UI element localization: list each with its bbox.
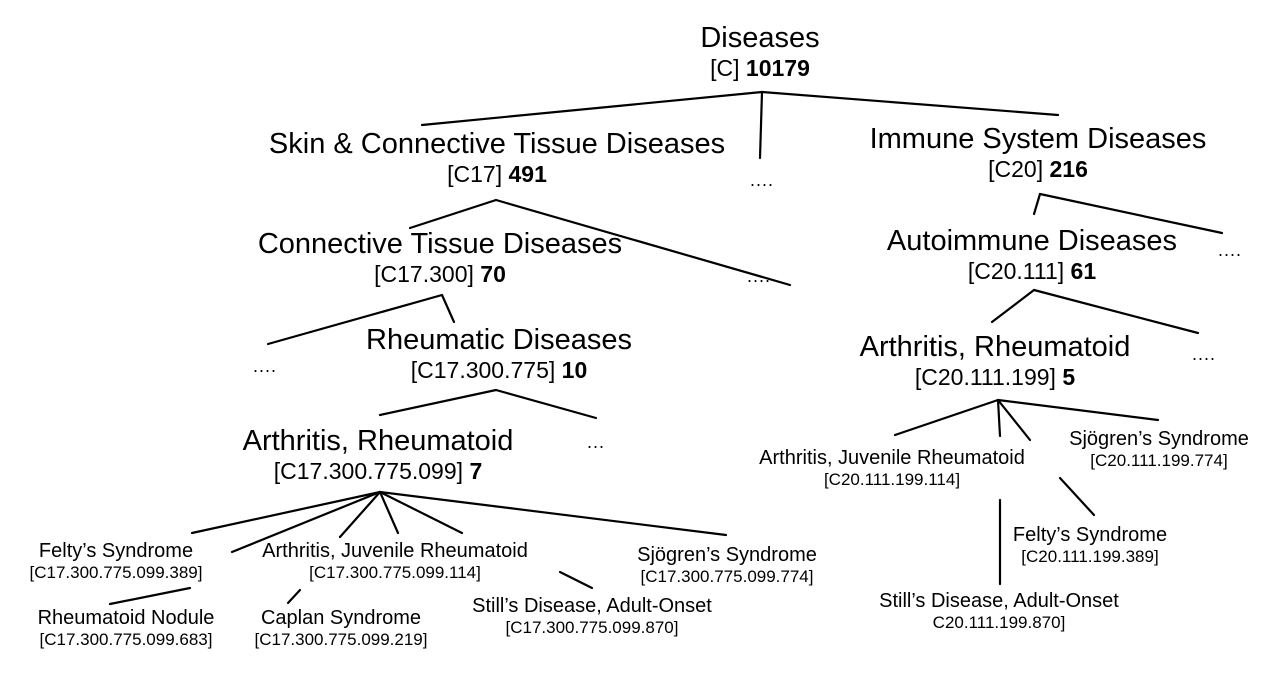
edge-diseases-skin: [420, 90, 764, 127]
leaf-code: [C20.111.199.774]: [1090, 451, 1228, 470]
ellipsis-autoimmune-sibling: ....: [1217, 240, 1243, 260]
ellipsis-level1: ....: [749, 170, 775, 190]
node-code: [C20] 216: [988, 156, 1088, 183]
edge-skin-more: [494, 198, 792, 287]
leaf-code: [C17.300.775.099.389]: [29, 563, 203, 582]
node-title: Autoimmune Diseases: [886, 225, 1178, 257]
node-title: Skin & Connective Tissue Diseases: [268, 128, 726, 160]
edge-diseases-immune: [760, 90, 1060, 117]
node-count: 70: [480, 261, 506, 288]
leaf-still-disease-right: Still’s Disease, Adult-Onset C20.111.199…: [879, 590, 1119, 633]
edge-immune-more: [1038, 192, 1224, 235]
leaf-code: [C20.111.199.389]: [1021, 547, 1159, 566]
node-count: 10179: [745, 55, 810, 82]
edge-immune-autoimmune: [1032, 192, 1042, 216]
edge-autoimmune-more: [1032, 288, 1200, 335]
edge-lra-still-b: [558, 570, 594, 590]
ellipsis-rheumatic-sibling: ....: [252, 356, 278, 376]
leaf-title: Still’s Disease, Adult-Onset: [472, 595, 712, 617]
node-arthritis-rheumatoid-right: Arthritis, Rheumatoid [C20.111.199] 5: [860, 331, 1131, 391]
node-code: [C] 10179: [710, 55, 810, 82]
ellipsis-ra-left-sibling: ...: [586, 432, 606, 452]
leaf-caplan-syndrome-left: Caplan Syndrome [C17.300.775.099.219]: [255, 607, 428, 650]
edge-rra-felty-b: [1058, 476, 1096, 517]
edge-rra-still: [996, 398, 1002, 438]
leaf-title: Sjögren’s Syndrome: [637, 544, 817, 566]
node-title: Arthritis, Rheumatoid: [859, 331, 1131, 363]
node-count: 5: [1062, 364, 1076, 391]
leaf-title: Sjögren’s Syndrome: [1069, 428, 1249, 450]
node-code: [C20.111.199] 5: [914, 364, 1076, 391]
leaf-rheumatoid-nodule-left: Rheumatoid Nodule [C17.300.775.099.683]: [38, 607, 215, 650]
node-count: 216: [1049, 156, 1088, 183]
leaf-still-disease-left: Still’s Disease, Adult-Onset [C17.300.77…: [472, 595, 712, 638]
node-code: [C20.111] 61: [967, 258, 1097, 285]
node-autoimmune: Autoimmune Diseases [C20.111] 61: [887, 225, 1177, 285]
node-title: Diseases: [700, 22, 820, 54]
edge-lra-jra: [378, 490, 400, 535]
node-code: [C17.300.775] 10: [410, 357, 588, 384]
edge-lra-felty: [190, 490, 382, 535]
leaf-juvenile-rheumatoid-left: Arthritis, Juvenile Rheumatoid [C17.300.…: [262, 540, 528, 583]
leaf-code: [C17.300.775.099.114]: [309, 563, 481, 582]
leaf-title: Caplan Syndrome: [260, 607, 422, 629]
leaf-code: [C17.300.775.099.870]: [505, 618, 679, 637]
node-connective-tissue: Connective Tissue Diseases [C17.300] 70: [258, 228, 622, 288]
edge-lra-nodule-b: [108, 586, 192, 606]
edge-lra-nodule: [230, 490, 382, 554]
leaf-sjogren-syndrome-right: Sjögren’s Syndrome [C20.111.199.774]: [1069, 428, 1249, 471]
edge-rra-felty: [996, 398, 1032, 442]
node-diseases: Diseases [C] 10179: [700, 22, 819, 82]
leaf-title: Rheumatoid Nodule: [37, 607, 215, 629]
leaf-code: [C17.300.775.099.219]: [254, 630, 428, 649]
edge-connective-more: [266, 293, 444, 346]
edge-rra-sjogren: [996, 398, 1160, 422]
edge-skin-connective: [408, 198, 498, 230]
edge-rra-jra: [893, 398, 1000, 437]
edge-diseases-more: [758, 90, 764, 160]
node-title: Arthritis, Rheumatoid: [242, 425, 514, 457]
node-title: Immune System Diseases: [869, 123, 1207, 155]
node-count: 10: [561, 357, 588, 384]
node-code: [C17.300.775.099] 7: [273, 458, 483, 485]
leaf-felty-syndrome-left: Felty’s Syndrome [C17.300.775.099.389]: [30, 540, 203, 583]
leaf-code: [C17.300.775.099.683]: [39, 630, 213, 649]
edge-autoimmune-ra: [990, 288, 1036, 324]
leaf-title: Arthritis, Juvenile Rheumatoid: [262, 540, 528, 562]
node-skin-connective-tissue: Skin & Connective Tissue Diseases [C17] …: [269, 128, 725, 188]
node-count: 61: [1070, 258, 1097, 285]
leaf-felty-syndrome-right: Felty’s Syndrome [C20.111.199.389]: [1013, 524, 1167, 567]
edge-connective-rheumatic: [440, 293, 456, 324]
node-title: Connective Tissue Diseases: [257, 228, 623, 260]
edge-lra-jra-b: [286, 588, 302, 605]
ellipsis-ra-right-sibling: ....: [1191, 344, 1217, 364]
node-arthritis-rheumatoid-left: Arthritis, Rheumatoid [C17.300.775.099] …: [243, 425, 514, 485]
leaf-title: Felty’s Syndrome: [38, 540, 194, 562]
leaf-title: Arthritis, Juvenile Rheumatoid: [759, 447, 1025, 469]
node-count: 491: [508, 161, 547, 188]
edge-lra-sjogren: [378, 490, 728, 537]
node-immune-system: Immune System Diseases [C20] 216: [870, 123, 1207, 183]
leaf-code: C20.111.199.870]: [932, 613, 1066, 632]
node-rheumatic: Rheumatic Diseases [C17.300.775] 10: [366, 324, 632, 384]
leaf-juvenile-rheumatoid-right: Arthritis, Juvenile Rheumatoid [C20.111.…: [759, 447, 1025, 490]
node-code: [C17.300] 70: [374, 261, 506, 288]
ellipsis-connective-sibling: ....: [746, 266, 772, 286]
leaf-code: [C17.300.775.099.774]: [640, 567, 814, 586]
leaf-code: [C20.111.199.114]: [823, 470, 961, 489]
node-count: 7: [469, 458, 483, 485]
leaf-title: Felty’s Syndrome: [1012, 524, 1168, 546]
edge-lra-caplan: [338, 490, 382, 539]
leaf-sjogren-syndrome-left: Sjögren’s Syndrome [C17.300.775.099.774]: [637, 544, 817, 587]
node-title: Rheumatic Diseases: [366, 324, 632, 356]
edge-rheumatic-more: [494, 388, 598, 420]
edge-rheumatic-ra: [378, 388, 498, 417]
leaf-title: Still’s Disease, Adult-Onset: [879, 590, 1119, 612]
node-code: [C17] 491: [447, 161, 547, 188]
edge-lra-still: [378, 490, 464, 535]
